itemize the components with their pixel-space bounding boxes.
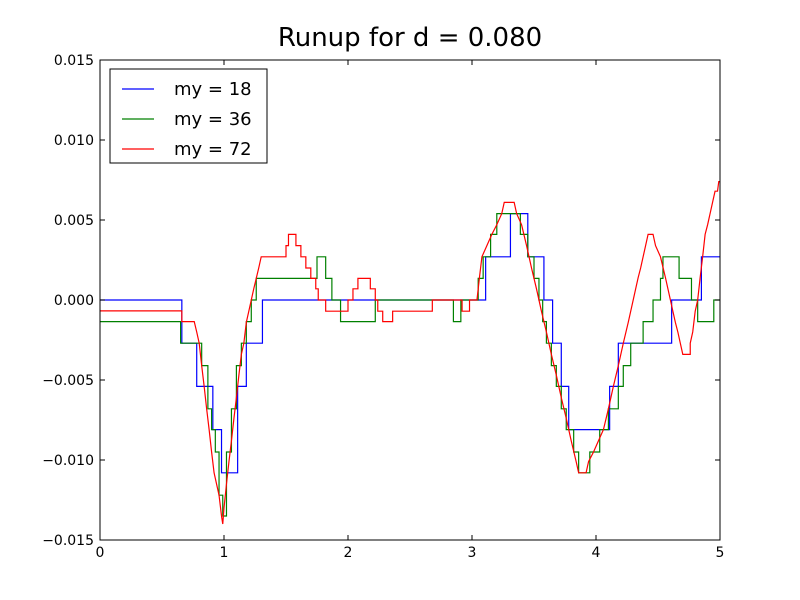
y-tick-label: −0.005: [42, 373, 94, 389]
legend-box: [109, 68, 268, 164]
x-tick-label: 0: [96, 545, 105, 561]
x-tick-label: 4: [592, 545, 601, 561]
y-tick-label: 0.005: [54, 213, 94, 229]
series-layer: [100, 181, 720, 525]
y-tick-label: 0.000: [54, 293, 94, 309]
x-axis: 0 1 2 3 4 5: [96, 60, 725, 561]
legend-label-3: my = 72: [174, 139, 252, 160]
y-tick-label: 0.010: [54, 133, 94, 149]
chart-title: Runup for d = 0.080: [278, 23, 542, 53]
legend-label-2: my = 36: [174, 109, 252, 130]
y-tick-label: −0.015: [42, 533, 94, 549]
x-tick-label: 2: [344, 545, 353, 561]
y-tick-label: −0.010: [42, 453, 94, 469]
x-tick-label: 5: [716, 545, 725, 561]
legend-label-1: my = 18: [174, 79, 252, 100]
y-tick-label: 0.015: [54, 53, 94, 69]
legend: my = 18 my = 36 my = 72: [109, 68, 268, 164]
x-tick-label: 1: [220, 545, 229, 561]
series-line-3: [100, 181, 720, 525]
x-tick-label: 3: [468, 545, 477, 561]
y-axis: −0.015 −0.010 −0.005 0.000 0.005 0.010 0.015: [42, 53, 720, 549]
